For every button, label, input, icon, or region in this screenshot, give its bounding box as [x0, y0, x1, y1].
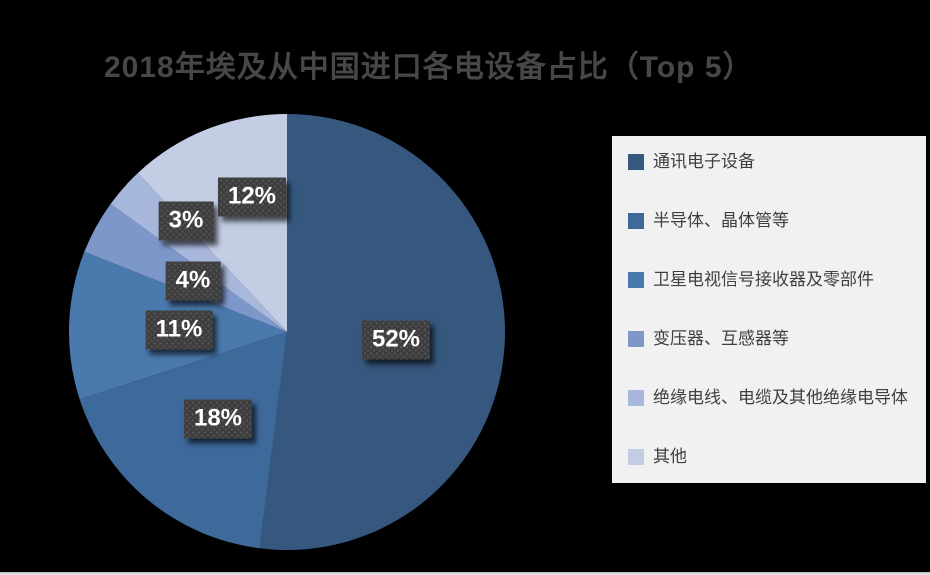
slide-bottom-edge: [0, 572, 930, 575]
pie-data-label-1: 18%: [184, 400, 252, 439]
legend-swatch-3: [628, 331, 644, 347]
legend: 通讯电子设备半导体、晶体管等卫星电视信号接收器及零部件 变压器、互感器等绝缘电线、…: [612, 136, 926, 483]
legend-swatch-5: [628, 449, 644, 465]
pie-data-label-5: 12%: [218, 178, 286, 217]
pie-data-label-4: 3%: [159, 202, 214, 241]
pie-slice-4: [110, 173, 287, 332]
legend-label-2: 卫星电视信号接收器及零部件: [653, 270, 874, 289]
legend-item-4: 绝缘电线、电缆及其他绝缘电导体: [628, 386, 916, 410]
legend-swatch-4: [628, 390, 644, 406]
legend-item-1: 半导体、晶体管等: [628, 209, 916, 233]
pie-data-label-3: 4%: [166, 262, 221, 301]
legend-item-3: 变压器、互感器等: [628, 327, 916, 351]
chart-title: 2018年埃及从中国进口各电设备占比（Top 5）: [104, 51, 754, 84]
pie-slice-1: [79, 332, 287, 549]
legend-item-5: 其他: [628, 445, 916, 469]
legend-item-2: 卫星电视信号接收器及零部件: [628, 268, 916, 292]
legend-label-5: 其他: [653, 447, 687, 466]
pie-slice-5: [137, 114, 287, 332]
legend-label-1: 半导体、晶体管等: [653, 211, 789, 230]
pie-data-label-2: 11%: [146, 311, 213, 350]
legend-swatch-1: [628, 213, 644, 229]
legend-label-0: 通讯电子设备: [653, 152, 755, 171]
pie-data-label-0: 52%: [362, 321, 430, 360]
legend-label-3: 变压器、互感器等: [653, 329, 789, 348]
legend-label-4: 绝缘电线、电缆及其他绝缘电导体: [653, 388, 908, 407]
legend-swatch-2: [628, 272, 644, 288]
pie-slices-group: [69, 114, 506, 550]
legend-item-0: 通讯电子设备: [628, 150, 916, 174]
legend-swatch-0: [628, 154, 644, 170]
